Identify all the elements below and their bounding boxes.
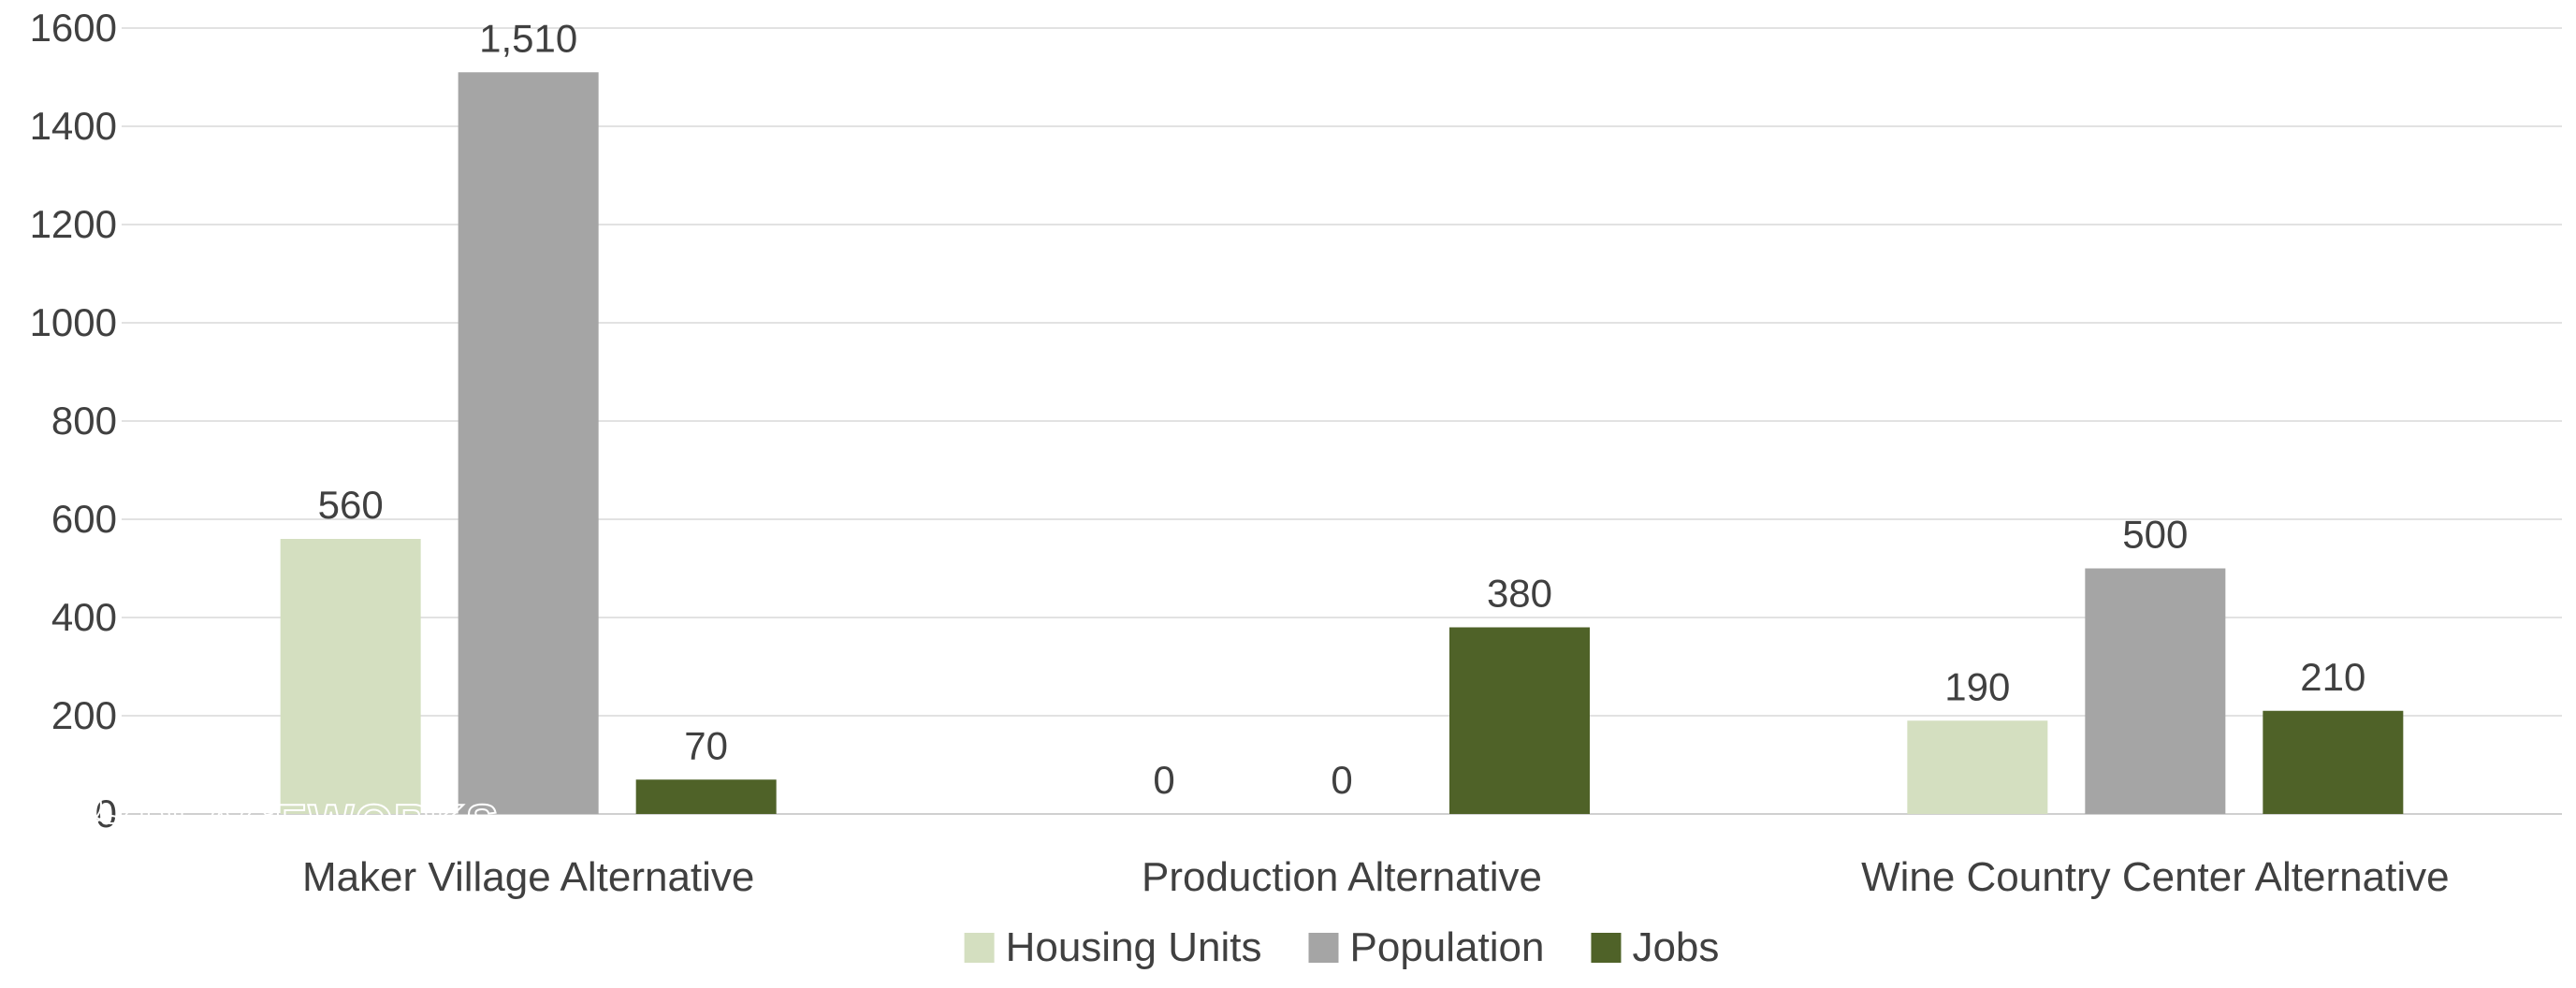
- data-label: 70: [684, 723, 728, 767]
- y-tick-label: 200: [51, 693, 117, 737]
- bar-housing-units: [281, 539, 421, 814]
- legend-swatch: [1309, 933, 1339, 963]
- data-label: 560: [318, 483, 384, 527]
- x-category-label: Wine Country Center Alternative: [1861, 854, 2450, 900]
- bar-jobs: [1449, 628, 1590, 815]
- legend-label: Jobs: [1632, 924, 1719, 970]
- data-label: 1,510: [479, 16, 577, 60]
- data-labels: 560 1,510 70 0 0 380 190 500 210: [318, 16, 2366, 802]
- y-tick-label: 1200: [30, 202, 117, 246]
- x-axis-categories: Maker Village Alternative Production Alte…: [302, 854, 2450, 900]
- y-tick-label: 1600: [30, 6, 117, 50]
- x-category-label: Production Alternative: [1142, 854, 1542, 900]
- placeworks-watermark-text: PLACEWORKS: [138, 795, 500, 850]
- y-tick-label: 400: [51, 595, 117, 639]
- bars: [281, 72, 2404, 814]
- y-tick-label: 600: [51, 497, 117, 541]
- data-label: 500: [2122, 513, 2188, 557]
- y-tick-label: 800: [51, 399, 117, 443]
- legend-label: Population: [1350, 924, 1545, 970]
- data-label: 380: [1487, 572, 1552, 616]
- bar-population: [458, 72, 599, 814]
- legend-label: Housing Units: [1006, 924, 1262, 970]
- bar-jobs: [2263, 711, 2403, 814]
- legend: Housing Units Population Jobs: [965, 924, 1720, 970]
- bar-jobs: [636, 779, 777, 814]
- x-category-label: Maker Village Alternative: [302, 854, 754, 900]
- data-label: 0: [1331, 758, 1352, 802]
- placeworks-watermark: PLACEWORKS: [64, 786, 500, 853]
- y-tick-label: 1000: [30, 300, 117, 344]
- data-label: 0: [1153, 758, 1174, 802]
- bar-housing-units: [1907, 720, 2047, 814]
- legend-swatch: [965, 933, 995, 963]
- data-label: 190: [1944, 664, 2010, 708]
- bar-population: [2085, 569, 2225, 815]
- data-label: 210: [2300, 655, 2365, 699]
- legend-swatch: [1591, 933, 1621, 963]
- y-tick-label: 1400: [30, 104, 117, 148]
